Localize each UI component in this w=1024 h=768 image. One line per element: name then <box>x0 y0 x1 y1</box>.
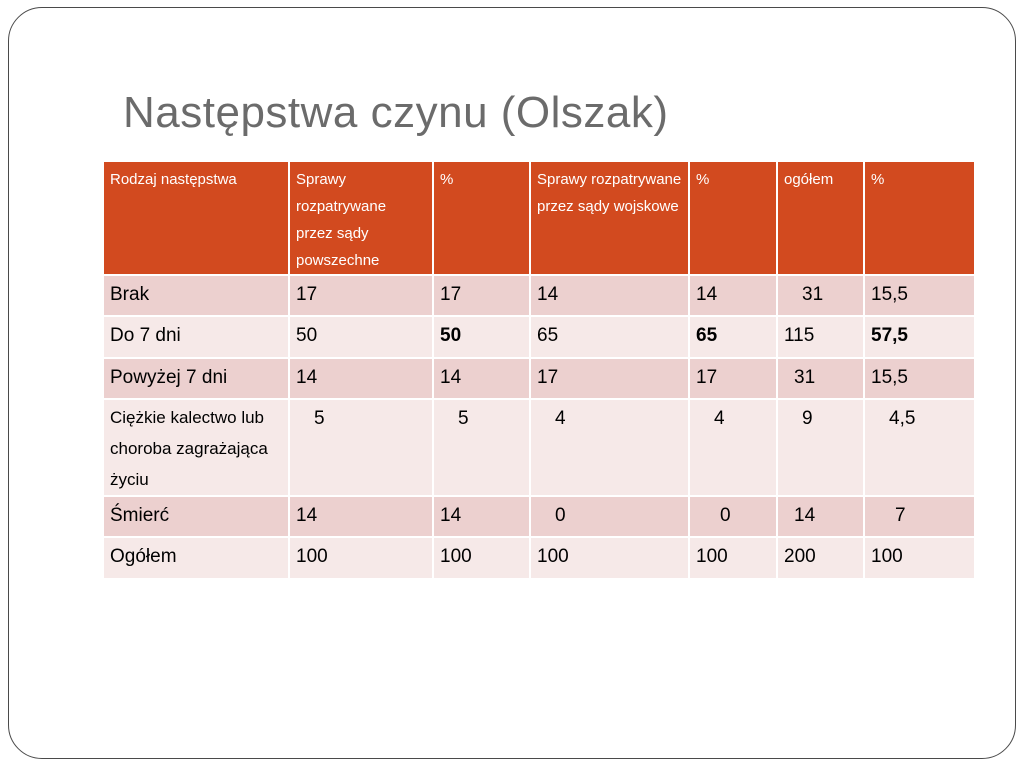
table-cell: 0 <box>529 495 690 538</box>
table-cell: 100 <box>288 536 434 580</box>
slide-title: Następstwa czynu (Olszak) <box>123 88 669 137</box>
table-row: Powyżej 7 dni 14 14 17 17 31 15,5 <box>102 357 976 400</box>
table-cell: 31 <box>776 274 865 317</box>
row-label: Ciężkie kalectwo lub choroba zagrażająca… <box>102 398 290 497</box>
table-cell: 65 <box>529 315 690 359</box>
table-cell: 4 <box>529 398 690 497</box>
table-header-row: Rodzaj następstwa Sprawy rozpatrywane pr… <box>102 160 976 276</box>
table-cell: 14 <box>432 357 531 400</box>
table-cell: 4 <box>688 398 778 497</box>
header-cell-common-percent: % <box>432 160 531 276</box>
table-cell: 17 <box>432 274 531 317</box>
table-cell: 31 <box>776 357 865 400</box>
table-cell: 50 <box>432 315 531 359</box>
table-cell: 100 <box>688 536 778 580</box>
table-cell: 100 <box>529 536 690 580</box>
table-cell: 14 <box>288 357 434 400</box>
table-cell: 100 <box>432 536 531 580</box>
table-row: Brak 17 17 14 14 31 15,5 <box>102 274 976 317</box>
table-cell: 5 <box>288 398 434 497</box>
table-cell: 5 <box>432 398 531 497</box>
table-cell: 4,5 <box>863 398 976 497</box>
row-label: Powyżej 7 dni <box>102 357 290 400</box>
header-cell-total-percent: % <box>863 160 976 276</box>
table-cell: 0 <box>688 495 778 538</box>
table-cell: 200 <box>776 536 865 580</box>
table-cell: 14 <box>776 495 865 538</box>
table-cell: 15,5 <box>863 357 976 400</box>
table-cell: 9 <box>776 398 865 497</box>
table-row: Ogółem 100 100 100 100 200 100 <box>102 536 976 580</box>
row-label: Śmierć <box>102 495 290 538</box>
header-cell-type: Rodzaj następstwa <box>102 160 290 276</box>
table-cell: 14 <box>288 495 434 538</box>
header-cell-military-percent: % <box>688 160 778 276</box>
table-row: Śmierć 14 14 0 0 14 7 <box>102 495 976 538</box>
header-cell-total: ogółem <box>776 160 865 276</box>
table-cell: 7 <box>863 495 976 538</box>
header-cell-common-courts: Sprawy rozpatrywane przez sądy powszechn… <box>288 160 434 276</box>
row-label: Do 7 dni <box>102 315 290 359</box>
table-cell: 17 <box>529 357 690 400</box>
results-table: Rodzaj następstwa Sprawy rozpatrywane pr… <box>102 160 976 580</box>
table-cell: 17 <box>288 274 434 317</box>
row-label: Brak <box>102 274 290 317</box>
table-cell: 14 <box>688 274 778 317</box>
table-cell: 100 <box>863 536 976 580</box>
table-cell: 14 <box>432 495 531 538</box>
table-cell: 57,5 <box>863 315 976 359</box>
table-cell: 115 <box>776 315 865 359</box>
table-cell: 65 <box>688 315 778 359</box>
row-label: Ogółem <box>102 536 290 580</box>
table-row: Do 7 dni 50 50 65 65 115 57,5 <box>102 315 976 359</box>
table-cell: 50 <box>288 315 434 359</box>
table-cell: 15,5 <box>863 274 976 317</box>
table-row: Ciężkie kalectwo lub choroba zagrażająca… <box>102 398 976 497</box>
header-cell-military-courts: Sprawy rozpatrywane przez sądy wojskowe <box>529 160 690 276</box>
table-cell: 17 <box>688 357 778 400</box>
table-cell: 14 <box>529 274 690 317</box>
